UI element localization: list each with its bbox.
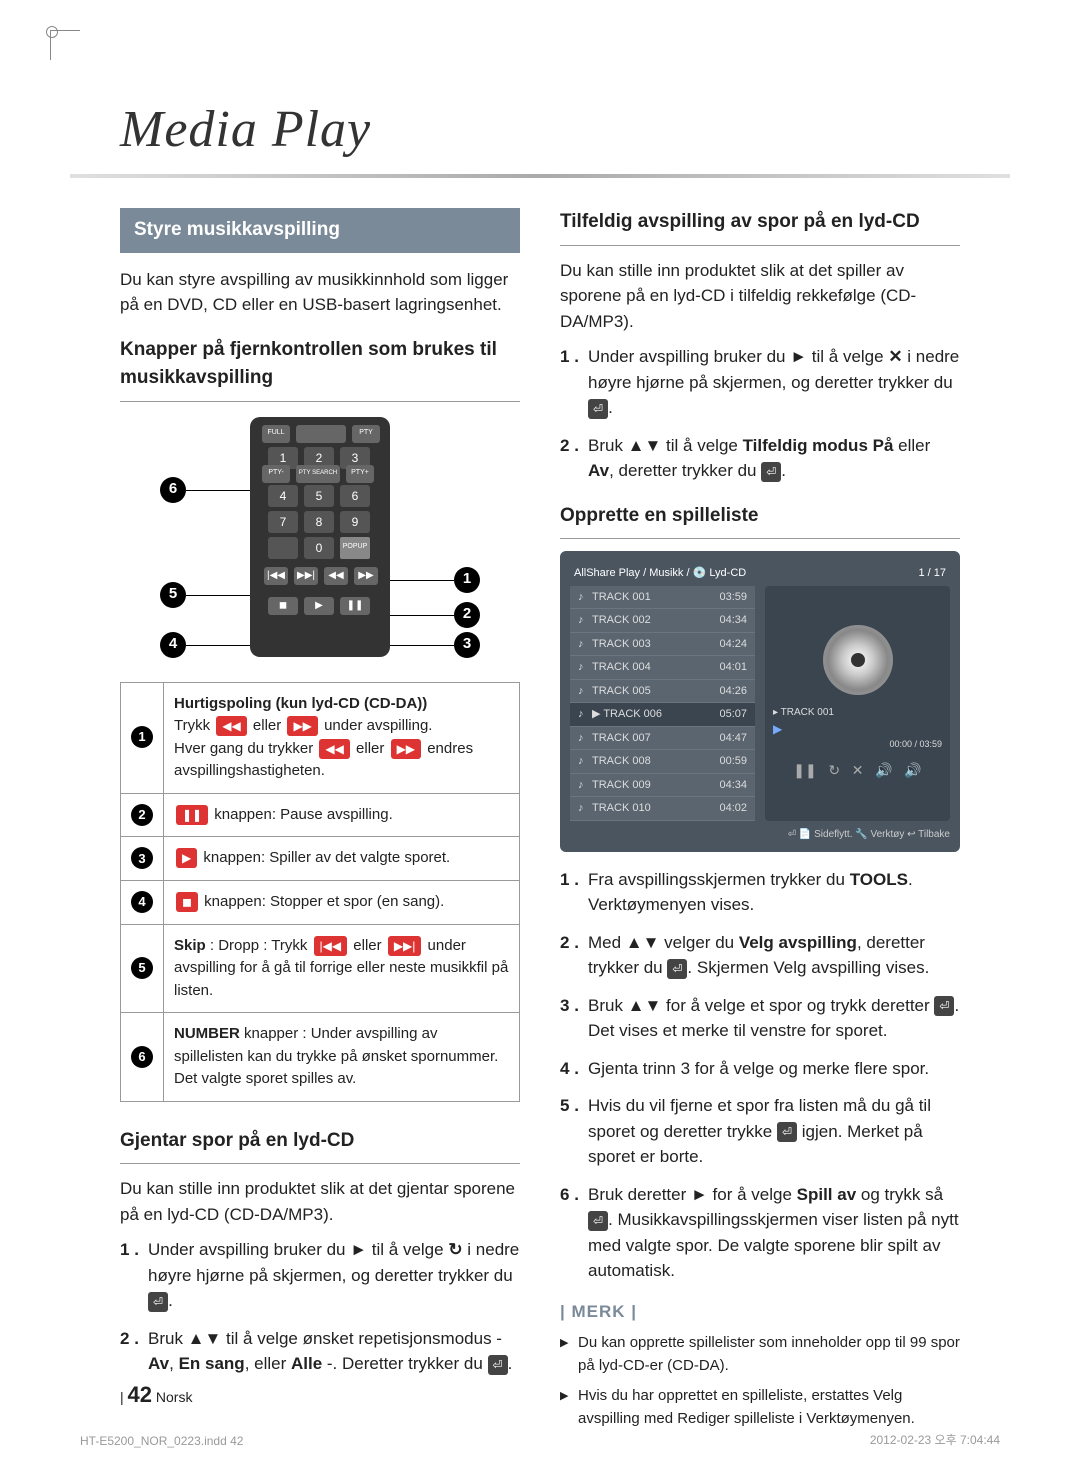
now-playing: TRACK 001 (781, 707, 834, 718)
notes-list: Du kan opprette spillelister som innehol… (560, 1332, 960, 1430)
repeat-intro: Du kan stille inn produktet slik at det … (120, 1176, 520, 1227)
crop-mark (50, 30, 80, 60)
ui-count: 1 / 17 (918, 565, 946, 582)
underline (120, 1163, 520, 1164)
footer-timestamp: 2012-02-23 오후 7:04:44 (870, 1431, 1000, 1448)
disc-area: ▸ TRACK 001 ▶ 00:00 / 03:59 ❚❚ ↻ ✕ 🔊 🔊 (765, 586, 950, 821)
ui-footer: ⏎ 📄 Sideflytt. 🔧 Verktøy ↩ Tilbake (570, 821, 950, 842)
underline (560, 245, 960, 246)
track-list: ♪TRACK 00103:59♪TRACK 00204:34♪TRACK 003… (570, 586, 755, 821)
play-controls: ❚❚ ↻ ✕ 🔊 🔊 (793, 760, 921, 781)
page-title: Media Play (120, 100, 1010, 159)
playlist-title: Opprette en spilleliste (560, 502, 960, 531)
random-steps: Under avspilling bruker du ► til å velge… (560, 344, 960, 484)
left-column: Styre musikkavspilling Du kan styre avsp… (120, 208, 520, 1438)
remote-subtitle: Knapper på fjernkontrollen som brukes ti… (120, 336, 520, 393)
function-table: 1Hurtigspoling (kun lyd-CD (CD-DA))Trykk… (120, 682, 520, 1102)
random-title: Tilfeldig avspilling av spor på en lyd-C… (560, 208, 960, 237)
callout-3: 3 (454, 632, 480, 658)
note-label: | MERK | (560, 1299, 960, 1325)
random-intro: Du kan stille inn produktet slik at det … (560, 258, 960, 335)
intro-text: Du kan styre avspilling av musikkinnhold… (120, 267, 520, 318)
callout-4: 4 (160, 632, 186, 658)
callout-1: 1 (454, 567, 480, 593)
remote-diagram: FULLPTY 123 PTY-PTY SEARCHPTY+ 456 789 0… (160, 417, 480, 667)
disc-icon (823, 625, 893, 695)
repeat-steps: Under avspilling bruker du ► til å velge… (120, 1237, 520, 1377)
ui-breadcrumb: AllShare Play / Musikk / 💿 Lyd-CD (574, 567, 746, 579)
callout-6: 6 (160, 477, 186, 503)
playlist-screenshot: AllShare Play / Musikk / 💿 Lyd-CD 1 / 17… (560, 551, 960, 852)
section-header: Styre musikkavspilling (120, 208, 520, 253)
title-underline (70, 174, 1010, 178)
callout-2: 2 (454, 602, 480, 628)
underline (560, 538, 960, 539)
callout-5: 5 (160, 582, 186, 608)
underline (120, 401, 520, 402)
footer-filename: HT-E5200_NOR_0223.indd 42 (80, 1434, 243, 1448)
right-column: Tilfeldig avspilling av spor på en lyd-C… (560, 208, 960, 1438)
repeat-title: Gjentar spor på en lyd-CD (120, 1127, 520, 1156)
time-display: 00:00 / 03:59 (889, 738, 950, 752)
page-number: | 42 Norsk (120, 1382, 192, 1408)
playlist-steps: Fra avspillingsskjermen trykker du TOOLS… (560, 867, 960, 1284)
